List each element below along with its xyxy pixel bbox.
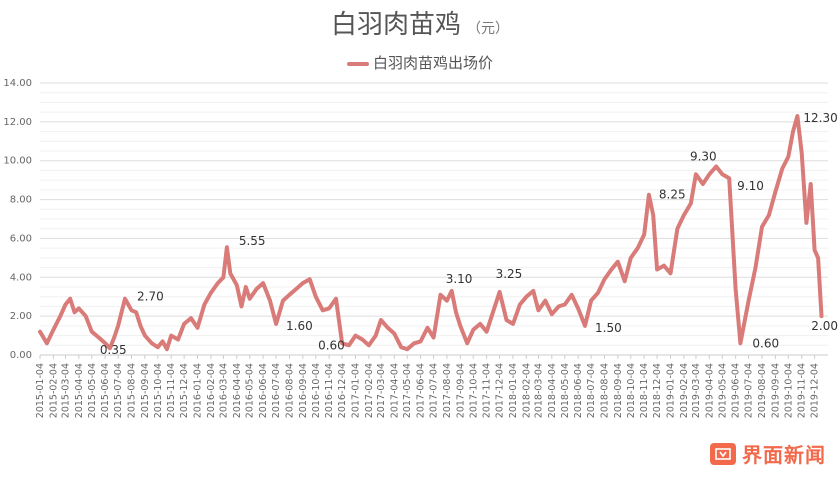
x-tick-label: 2016-04-04 (232, 363, 243, 418)
y-tick-label: 12.00 (3, 117, 32, 128)
x-tick-label: 2019-09-04 (770, 363, 781, 418)
x-tick-label: 2019-02-04 (679, 363, 690, 418)
x-tick-label: 2018-01-04 (508, 363, 519, 418)
x-tick-label: 2019-03-04 (691, 363, 702, 418)
x-tick-label: 2019-11-04 (797, 363, 808, 418)
brand-logo: 界面新闻 (710, 439, 826, 468)
x-tick-label: 2017-12-04 (495, 363, 506, 418)
x-tick-label: 2015-05-04 (87, 363, 98, 418)
legend-swatch (346, 61, 369, 66)
x-tick-label: 2016-08-04 (284, 363, 295, 418)
x-tick-label: 2015-01-04 (35, 363, 46, 418)
data-label: 3.10 (446, 272, 473, 286)
y-tick-label: 6.00 (10, 233, 32, 244)
data-label: 1.60 (286, 319, 313, 333)
x-tick-label: 2017-01-04 (350, 363, 361, 418)
series-line (38, 114, 824, 352)
x-tick-label: 2018-11-04 (639, 363, 650, 418)
x-tick-label: 2018-07-04 (586, 363, 597, 418)
x-tick-label: 2016-07-04 (271, 363, 282, 418)
legend-label: 白羽肉苗鸡出场价 (372, 54, 493, 72)
data-label: 8.25 (659, 188, 686, 202)
chart-title: 白羽肉苗鸡 （元） (0, 4, 840, 41)
x-tick-label: 2016-01-04 (193, 363, 204, 418)
data-label: 0.35 (100, 343, 127, 357)
x-tick-label: 2019-12-04 (810, 363, 821, 418)
x-tick-label: 2017-08-04 (442, 363, 453, 418)
data-label: 9.10 (737, 179, 764, 193)
x-tick-label: 2018-09-04 (613, 363, 624, 418)
x-tick-label: 2016-05-04 (245, 363, 256, 418)
y-tick-label: 8.00 (10, 195, 32, 206)
x-tick-label: 2018-08-04 (599, 363, 610, 418)
x-tick-label: 2016-06-04 (258, 363, 269, 418)
chart-title-unit: （元） (467, 21, 509, 37)
x-tick-label: 2017-06-04 (416, 363, 427, 418)
x-tick-label: 2019-10-04 (783, 363, 794, 418)
data-label: 2.70 (137, 290, 164, 304)
x-tick-label: 2015-07-04 (113, 363, 124, 418)
x-tick-label: 2017-02-04 (364, 363, 375, 418)
x-tick-label: 2016-02-04 (206, 363, 217, 418)
data-label: 0.60 (752, 336, 779, 350)
x-tick-label: 2015-02-04 (48, 363, 59, 418)
x-tick-label: 2015-12-04 (179, 363, 190, 418)
x-tick-label: 2015-11-04 (166, 363, 177, 418)
x-tick-label: 2017-03-04 (376, 363, 387, 418)
x-tick-label: 2017-04-04 (389, 363, 400, 418)
y-tick-label: 10.00 (3, 156, 32, 167)
x-tick-label: 2015-10-04 (153, 363, 164, 418)
x-tick-label: 2018-02-04 (521, 363, 532, 418)
x-tick-label: 2017-10-04 (468, 363, 479, 418)
x-tick-label: 2019-05-04 (717, 363, 728, 418)
x-tick-label: 2018-12-04 (652, 363, 663, 418)
data-label: 1.50 (595, 321, 622, 335)
chart-legend: 白羽肉苗鸡出场价 (0, 52, 840, 73)
data-label: 0.60 (318, 338, 345, 352)
x-tick-label: 2017-11-04 (482, 363, 493, 418)
x-tick-label: 2018-10-04 (626, 363, 637, 418)
x-tick-label: 2016-03-04 (218, 363, 229, 418)
data-label: 2.00 (811, 319, 838, 333)
x-tick-label: 2015-08-04 (126, 363, 137, 418)
y-tick-label: 0.00 (10, 350, 32, 361)
y-tick-label: 14.00 (3, 78, 32, 89)
x-tick-label: 2017-09-04 (455, 363, 466, 418)
x-tick-label: 2015-09-04 (140, 363, 151, 418)
x-tick-label: 2019-01-04 (665, 363, 676, 418)
y-tick-label: 2.00 (10, 311, 32, 322)
x-tick-label: 2019-06-04 (731, 363, 742, 418)
x-tick-label: 2016-11-04 (324, 363, 335, 418)
x-tick-label: 2019-04-04 (704, 363, 715, 418)
data-label: 12.30 (803, 111, 837, 125)
chart-title-text: 白羽肉苗鸡 (330, 10, 461, 40)
data-label: 3.25 (496, 267, 523, 281)
x-tick-label: 2015-04-04 (74, 363, 85, 418)
brand-icon (710, 442, 736, 465)
x-tick-label: 2018-05-04 (560, 363, 571, 418)
x-tick-label: 2016-12-04 (337, 363, 348, 418)
x-tick-label: 2016-10-04 (311, 363, 322, 418)
brand-name: 界面新闻 (742, 443, 826, 467)
x-tick-label: 2019-08-04 (757, 363, 768, 418)
x-tick-label: 2018-06-04 (573, 363, 584, 418)
x-tick-label: 2017-05-04 (402, 363, 413, 418)
x-tick-label: 2015-06-04 (100, 363, 111, 418)
x-tick-label: 2018-03-04 (533, 363, 544, 418)
x-tick-label: 2017-07-04 (429, 363, 440, 418)
x-tick-label: 2019-07-04 (744, 363, 755, 418)
x-tick-label: 2016-09-04 (298, 363, 309, 418)
x-tick-label: 2015-03-04 (60, 363, 71, 418)
data-label: 9.30 (690, 149, 717, 163)
data-label: 5.55 (239, 234, 266, 248)
x-tick-label: 2018-04-04 (547, 363, 558, 418)
y-tick-label: 4.00 (10, 272, 32, 283)
